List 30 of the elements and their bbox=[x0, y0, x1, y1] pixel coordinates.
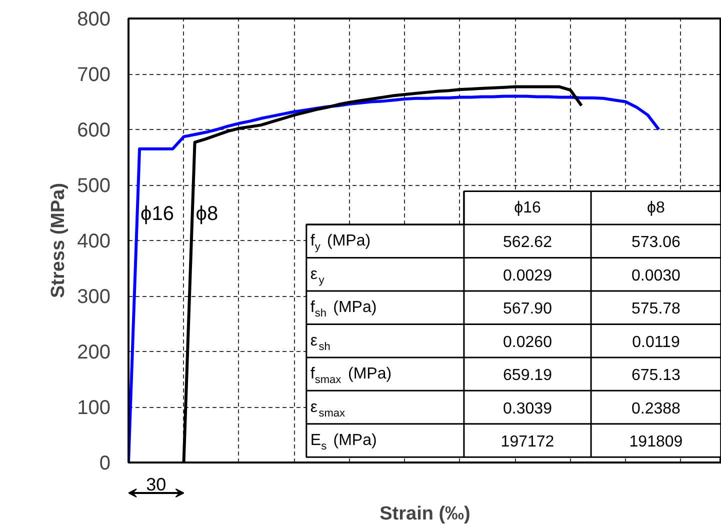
y-tick-label: 400 bbox=[77, 230, 111, 252]
annotation: 0.0030 bbox=[632, 267, 681, 284]
y-axis-title: Stress (MPa) bbox=[48, 182, 70, 298]
y-tick-label: 500 bbox=[77, 175, 111, 197]
annotation: 659.19 bbox=[503, 367, 552, 384]
y-tick-label: 800 bbox=[77, 8, 111, 30]
annotation: ϕ8 bbox=[647, 199, 666, 216]
text: 30 bbox=[146, 474, 166, 494]
annotation: 0.0260 bbox=[503, 334, 552, 351]
series-label: ϕ16 bbox=[140, 202, 174, 225]
y-tick-label: 100 bbox=[77, 397, 111, 419]
annotation: 675.13 bbox=[632, 367, 681, 384]
annotation: 0.2388 bbox=[632, 400, 681, 418]
y-tick-label: 600 bbox=[77, 120, 111, 142]
annotation: 197172 bbox=[500, 434, 554, 451]
y-tick-label: 200 bbox=[77, 342, 111, 364]
y-tick-label: 300 bbox=[77, 286, 111, 308]
y-tick-label: 700 bbox=[77, 64, 111, 86]
x-axis-title: Strain (‰) bbox=[380, 504, 470, 524]
annotation: 575.78 bbox=[632, 300, 681, 318]
annotation: 191809 bbox=[629, 434, 683, 451]
annotation: 567.90 bbox=[503, 300, 552, 318]
annotation: ϕ16 bbox=[514, 199, 541, 216]
annotation: 562.62 bbox=[503, 234, 552, 252]
annotation: 0.0119 bbox=[632, 334, 680, 351]
annotation: 0.0029 bbox=[503, 267, 552, 284]
series-label: ϕ8 bbox=[196, 202, 218, 225]
annotation: 0.3039 bbox=[503, 400, 552, 418]
y-tick-label: 0 bbox=[99, 452, 110, 474]
annotation: 573.06 bbox=[632, 234, 681, 252]
